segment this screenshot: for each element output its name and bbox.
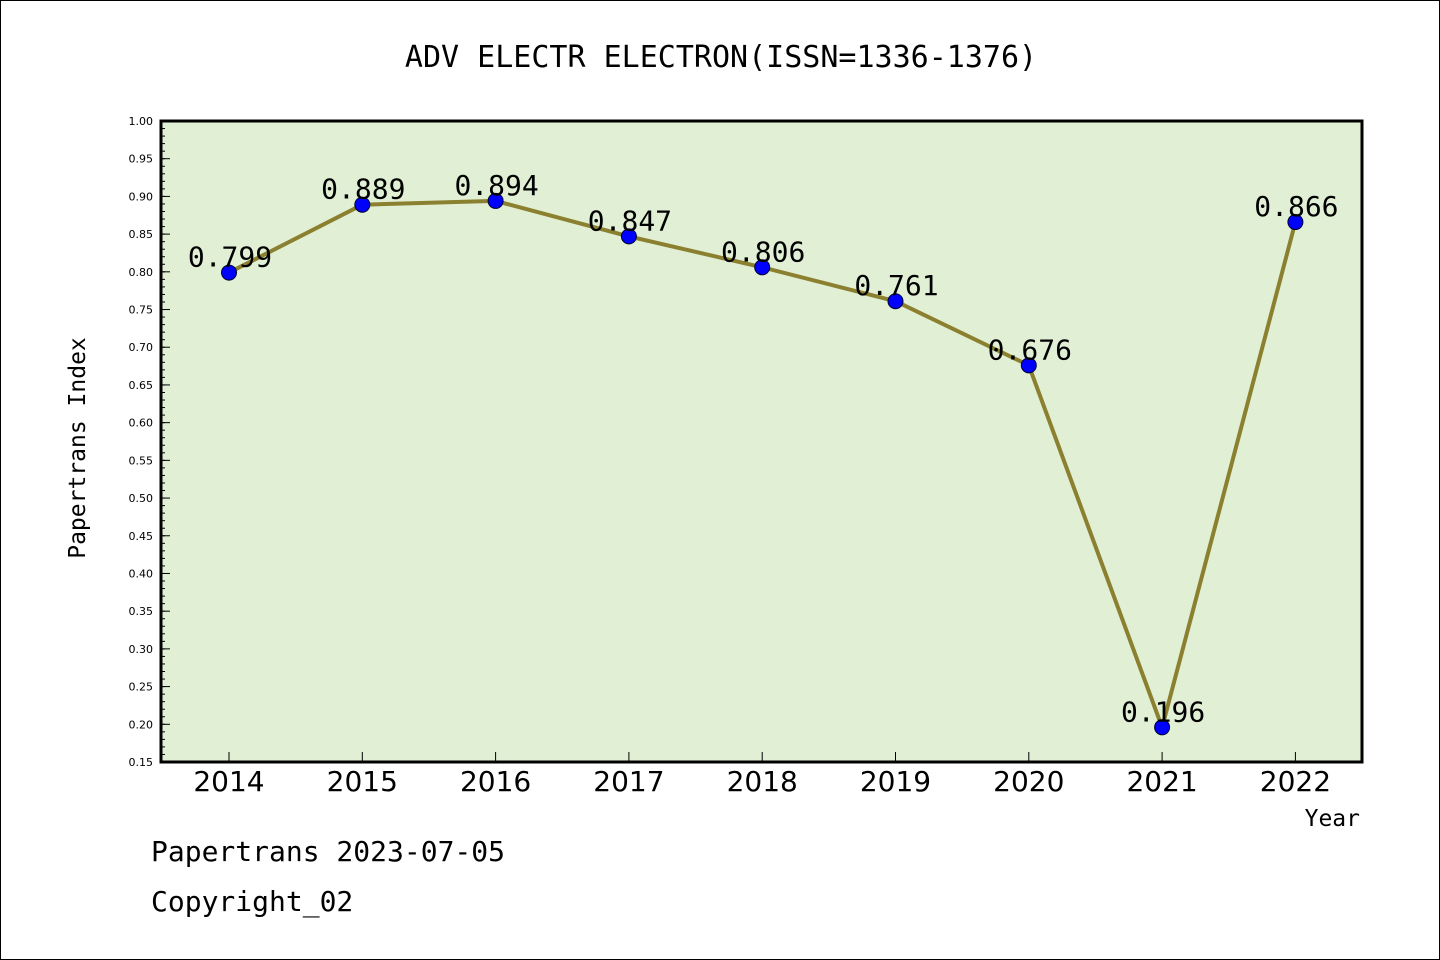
data-label: 0.806 (721, 235, 805, 268)
y-tick-label: 0.20 (129, 718, 154, 731)
y-axis-ticks: 0.15 0.20 0.25 0.30 0.35 0.40 0.45 0.50 0.55 0.60… (129, 115, 170, 769)
plot-frame (159, 119, 1364, 764)
data-label: 0.894 (454, 169, 538, 202)
y-tick-label: 0.35 (129, 605, 154, 618)
y-tick-label: 0.15 (129, 756, 154, 769)
data-label: 0.676 (988, 333, 1072, 366)
footer-date: Papertrans 2023-07-05 (151, 835, 506, 868)
data-point (487, 192, 504, 209)
y-tick-label: 1.00 (129, 115, 154, 128)
y-tick-label: 0.85 (129, 228, 154, 241)
data-point (1287, 214, 1304, 231)
y-tick-label: 0.55 (129, 454, 154, 467)
y-tick-label: 0.30 (129, 643, 154, 656)
x-tick-label: 2014 (193, 765, 264, 798)
x-tick-label: 2015 (327, 765, 398, 798)
y-tick-label: 0.80 (129, 266, 154, 279)
y-tick-label: 0.50 (129, 492, 154, 505)
y-tick-label: 0.60 (129, 417, 154, 430)
data-point (1154, 719, 1171, 736)
x-tick-label: 2022 (1260, 765, 1331, 798)
data-labels: 0.799 0.889 0.894 0.847 0.806 0.761 0.676 0.196… (188, 169, 1339, 728)
data-point (754, 259, 771, 276)
y-tick-label: 0.95 (129, 153, 154, 166)
data-point (620, 228, 637, 245)
chart-title: ADV ELECTR ELECTRON(ISSN=1336-1376) (405, 40, 1037, 75)
y-tick-label: 0.45 (129, 530, 154, 543)
x-axis-label: Year (1305, 806, 1360, 832)
y-tick-label: 0.65 (129, 379, 154, 392)
x-axis-ticks: 2014 2015 2016 2017 2018 2019 2020 2021 2022 (193, 752, 1331, 798)
y-tick-label: 0.70 (129, 341, 154, 354)
plot-area (161, 121, 1362, 762)
data-point (1020, 357, 1037, 374)
data-label: 0.761 (854, 269, 938, 302)
x-tick-label: 2018 (727, 765, 798, 798)
y-tick-label: 0.75 (129, 304, 154, 317)
x-tick-label: 2019 (860, 765, 931, 798)
data-label: 0.889 (321, 173, 405, 206)
y-tick-label: 0.40 (129, 567, 154, 580)
data-label: 0.799 (188, 241, 272, 274)
data-label: 0.866 (1254, 190, 1338, 223)
x-tick-label: 2020 (993, 765, 1064, 798)
data-point (354, 196, 371, 213)
footer-copyright: Copyright_02 (151, 885, 354, 918)
x-tick-label: 2016 (460, 765, 531, 798)
y-tick-label: 0.25 (129, 681, 154, 694)
x-tick-label: 2017 (593, 765, 664, 798)
data-label: 0.196 (1121, 695, 1205, 728)
y-tick-label: 0.90 (129, 190, 154, 203)
x-tick-label: 2021 (1126, 765, 1197, 798)
y-axis-label: Papertrans Index (65, 337, 91, 559)
data-markers (221, 192, 1304, 736)
data-point (221, 264, 237, 281)
data-point (887, 293, 904, 310)
data-label: 0.847 (588, 204, 672, 237)
